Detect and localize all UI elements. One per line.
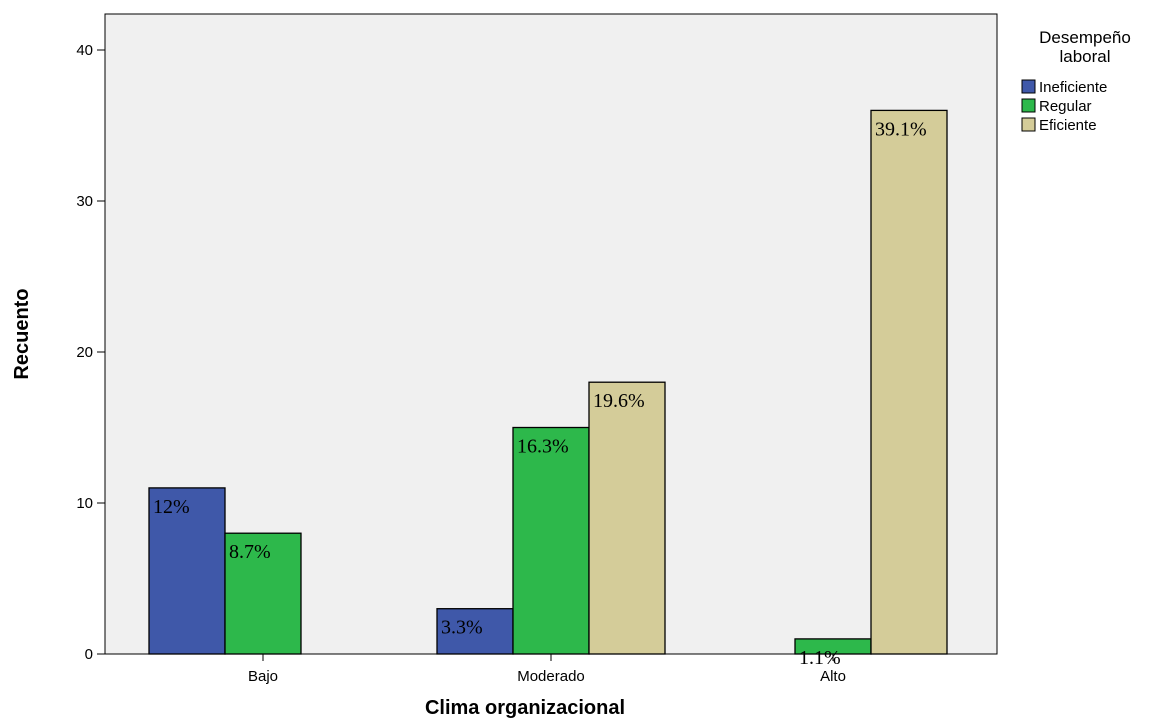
x-tick-label-alto: Alto bbox=[820, 668, 846, 685]
y-tick-label-40: 40 bbox=[76, 42, 93, 59]
legend-items: Ineficiente Regular Eficiente bbox=[1021, 79, 1107, 134]
bar-regular-bajo bbox=[224, 532, 302, 655]
data-label-eficiente-moderado: 19.6% bbox=[593, 390, 645, 412]
data-label-eficiente-alto: 39.1% bbox=[875, 118, 927, 140]
x-tick-label-bajo: Bajo bbox=[248, 668, 278, 685]
legend-title-line-1: Desempeño bbox=[1039, 28, 1131, 47]
y-tick-label-20: 20 bbox=[76, 344, 93, 361]
data-label-regular-bajo: 8.7% bbox=[229, 541, 271, 563]
data-label-ineficiente-moderado: 3.3% bbox=[441, 617, 483, 639]
y-axis-title: Recuento bbox=[11, 288, 33, 379]
bar-ineficiente-bajo bbox=[148, 487, 226, 655]
data-label-regular-moderado: 16.3% bbox=[517, 436, 569, 458]
bars-layer: 12% 8.7% 3.3% 16.3% 19.6% 1.1% 39.1% bbox=[148, 109, 948, 669]
y-tick-label-30: 30 bbox=[76, 193, 93, 210]
legend-swatch-regular bbox=[1021, 98, 1036, 113]
legend: Desempeño laboral Ineficiente Regular Efic… bbox=[1021, 28, 1131, 134]
legend-label-ineficiente: Ineficiente bbox=[1039, 79, 1107, 96]
legend-label-regular: Regular bbox=[1039, 98, 1092, 115]
legend-swatch-eficiente bbox=[1021, 117, 1036, 132]
bar-eficiente-alto bbox=[870, 109, 948, 655]
axes-layer: 0 10 20 30 40 Bajo Moderado Alto bbox=[76, 42, 846, 685]
bar-eficiente-moderado bbox=[588, 381, 666, 655]
data-label-regular-alto: 1.1% bbox=[799, 647, 841, 669]
x-tick-label-moderado: Moderado bbox=[517, 668, 585, 685]
legend-title-line-2: laboral bbox=[1059, 47, 1110, 66]
x-axis-title: Clima organizacional bbox=[425, 697, 625, 719]
data-label-ineficiente-bajo: 12% bbox=[153, 496, 190, 518]
legend-label-eficiente: Eficiente bbox=[1039, 117, 1097, 134]
y-tick-label-0: 0 bbox=[85, 646, 93, 663]
legend-swatch-ineficiente bbox=[1021, 79, 1036, 94]
bar-ineficiente-moderado bbox=[436, 608, 514, 655]
bar-regular-moderado bbox=[512, 426, 590, 655]
y-tick-label-10: 10 bbox=[76, 495, 93, 512]
